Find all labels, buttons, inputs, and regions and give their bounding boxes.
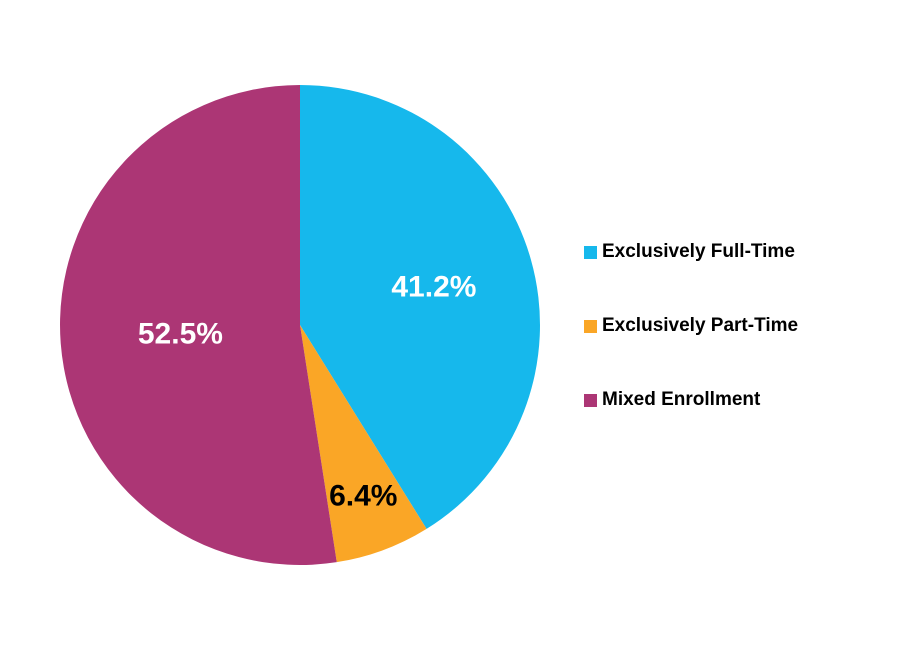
legend-label: Exclusively Full-Time <box>602 241 795 262</box>
pie-slice-0 <box>300 85 540 529</box>
legend-item-0: Exclusively Full-Time <box>584 240 798 264</box>
legend-item-2: Mixed Enrollment <box>584 388 798 412</box>
legend-swatch-icon <box>584 319 597 333</box>
pie-slice-label-0: 41.2% <box>391 270 476 303</box>
legend-swatch-icon <box>584 393 597 407</box>
legend-item-1: Exclusively Part-Time <box>584 314 798 338</box>
pie-slice-label-1: 6.4% <box>329 480 397 513</box>
legend-label: Exclusively Part-Time <box>602 315 799 336</box>
pie-slice-label-2: 52.5% <box>138 318 223 351</box>
legend-swatch-icon <box>584 245 597 259</box>
legend: Exclusively Full-Time Exclusively Part-Ti… <box>584 240 798 462</box>
legend-label: Mixed Enrollment <box>602 389 761 410</box>
pie-slice-1 <box>300 325 427 563</box>
pie-slice-2 <box>60 85 337 565</box>
